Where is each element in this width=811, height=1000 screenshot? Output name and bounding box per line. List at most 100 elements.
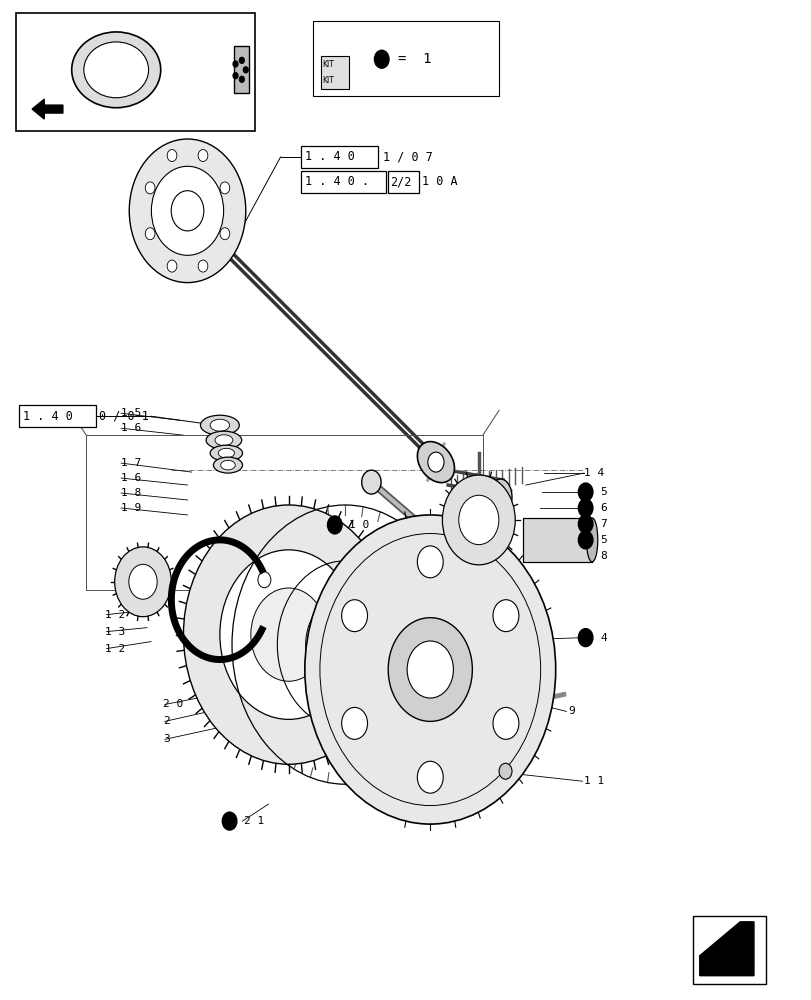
Circle shape	[220, 228, 230, 240]
Bar	[388, 171, 418, 193]
Circle shape	[167, 150, 177, 162]
Text: KIT: KIT	[322, 76, 334, 85]
Text: 2 1: 2 1	[244, 816, 264, 826]
Bar	[86, 435, 483, 590]
Circle shape	[220, 182, 230, 194]
Text: 1 5: 1 5	[121, 408, 141, 418]
Circle shape	[198, 260, 208, 272]
Ellipse shape	[586, 518, 597, 562]
Circle shape	[114, 547, 171, 617]
Text: 1 1: 1 1	[583, 776, 603, 786]
Text: 1 7: 1 7	[121, 458, 141, 468]
Circle shape	[304, 515, 555, 824]
Text: 1 . 4 0 .: 1 . 4 0 .	[304, 175, 368, 188]
Ellipse shape	[499, 763, 512, 779]
Text: 1 0: 1 0	[349, 520, 369, 530]
Text: 1 4: 1 4	[583, 468, 603, 478]
Circle shape	[427, 452, 444, 472]
Circle shape	[577, 515, 592, 533]
Circle shape	[129, 139, 246, 283]
Polygon shape	[349, 35, 358, 89]
Circle shape	[167, 260, 177, 272]
Circle shape	[417, 761, 443, 793]
Ellipse shape	[71, 32, 161, 108]
Circle shape	[183, 505, 393, 764]
Circle shape	[129, 564, 157, 599]
Text: 1 2: 1 2	[105, 610, 125, 620]
Text: 1 0 A: 1 0 A	[422, 175, 457, 188]
Text: 0 / 0 1: 0 / 0 1	[99, 410, 149, 423]
Ellipse shape	[215, 435, 233, 446]
Circle shape	[577, 629, 592, 647]
Text: 1 3: 1 3	[105, 627, 125, 637]
Bar	[300, 146, 377, 168]
Text: 9: 9	[567, 706, 574, 716]
Ellipse shape	[84, 42, 148, 98]
Text: 1 . 4 0: 1 . 4 0	[24, 410, 73, 423]
Text: 1 9: 1 9	[121, 503, 141, 513]
Text: 1 8: 1 8	[121, 488, 141, 498]
Text: =  1: = 1	[397, 52, 431, 66]
Circle shape	[239, 76, 244, 82]
Bar	[16, 13, 255, 131]
Ellipse shape	[417, 442, 454, 483]
Circle shape	[361, 470, 380, 494]
Ellipse shape	[221, 460, 235, 470]
Circle shape	[239, 57, 244, 63]
Text: 2/2: 2/2	[390, 175, 411, 188]
Text: 3: 3	[163, 734, 169, 744]
Ellipse shape	[200, 415, 239, 435]
Text: 1 6: 1 6	[121, 473, 141, 483]
Circle shape	[492, 600, 518, 632]
Polygon shape	[699, 922, 753, 976]
Circle shape	[145, 228, 155, 240]
Circle shape	[577, 499, 592, 517]
Polygon shape	[32, 99, 62, 119]
Text: 1 . 4 0: 1 . 4 0	[304, 150, 354, 163]
Circle shape	[243, 67, 248, 73]
Circle shape	[388, 618, 472, 721]
Circle shape	[222, 812, 237, 830]
Circle shape	[327, 516, 341, 534]
Circle shape	[577, 483, 592, 501]
Text: 6: 6	[599, 503, 606, 513]
Bar	[523, 518, 591, 562]
Bar	[320, 56, 349, 89]
Text: 5: 5	[599, 487, 606, 497]
Ellipse shape	[489, 479, 512, 515]
Text: 4: 4	[599, 633, 606, 643]
Ellipse shape	[213, 457, 242, 473]
Text: 1 / 0 7: 1 / 0 7	[383, 150, 433, 163]
Circle shape	[171, 191, 204, 231]
Ellipse shape	[210, 419, 230, 431]
Circle shape	[492, 707, 518, 739]
Circle shape	[220, 550, 357, 719]
Bar	[693, 916, 765, 984]
Circle shape	[577, 531, 592, 549]
Circle shape	[496, 491, 505, 503]
Text: 5: 5	[599, 535, 606, 545]
Text: 7: 7	[599, 519, 606, 529]
Circle shape	[374, 50, 388, 68]
Bar	[300, 171, 385, 193]
Text: 2 0: 2 0	[163, 699, 183, 709]
Circle shape	[198, 150, 208, 162]
Ellipse shape	[218, 448, 234, 458]
Circle shape	[442, 475, 515, 565]
Bar	[312, 21, 499, 96]
Text: 1 2: 1 2	[105, 644, 125, 654]
Polygon shape	[320, 35, 358, 56]
Circle shape	[341, 600, 367, 632]
Text: KIT: KIT	[322, 60, 334, 69]
Text: 8: 8	[599, 551, 606, 561]
Circle shape	[458, 495, 498, 545]
Ellipse shape	[210, 445, 242, 461]
Circle shape	[145, 182, 155, 194]
Circle shape	[251, 588, 326, 681]
Bar	[234, 46, 249, 93]
Circle shape	[417, 546, 443, 578]
Circle shape	[151, 166, 223, 255]
Circle shape	[258, 572, 271, 588]
Circle shape	[233, 61, 238, 67]
Circle shape	[233, 73, 238, 79]
